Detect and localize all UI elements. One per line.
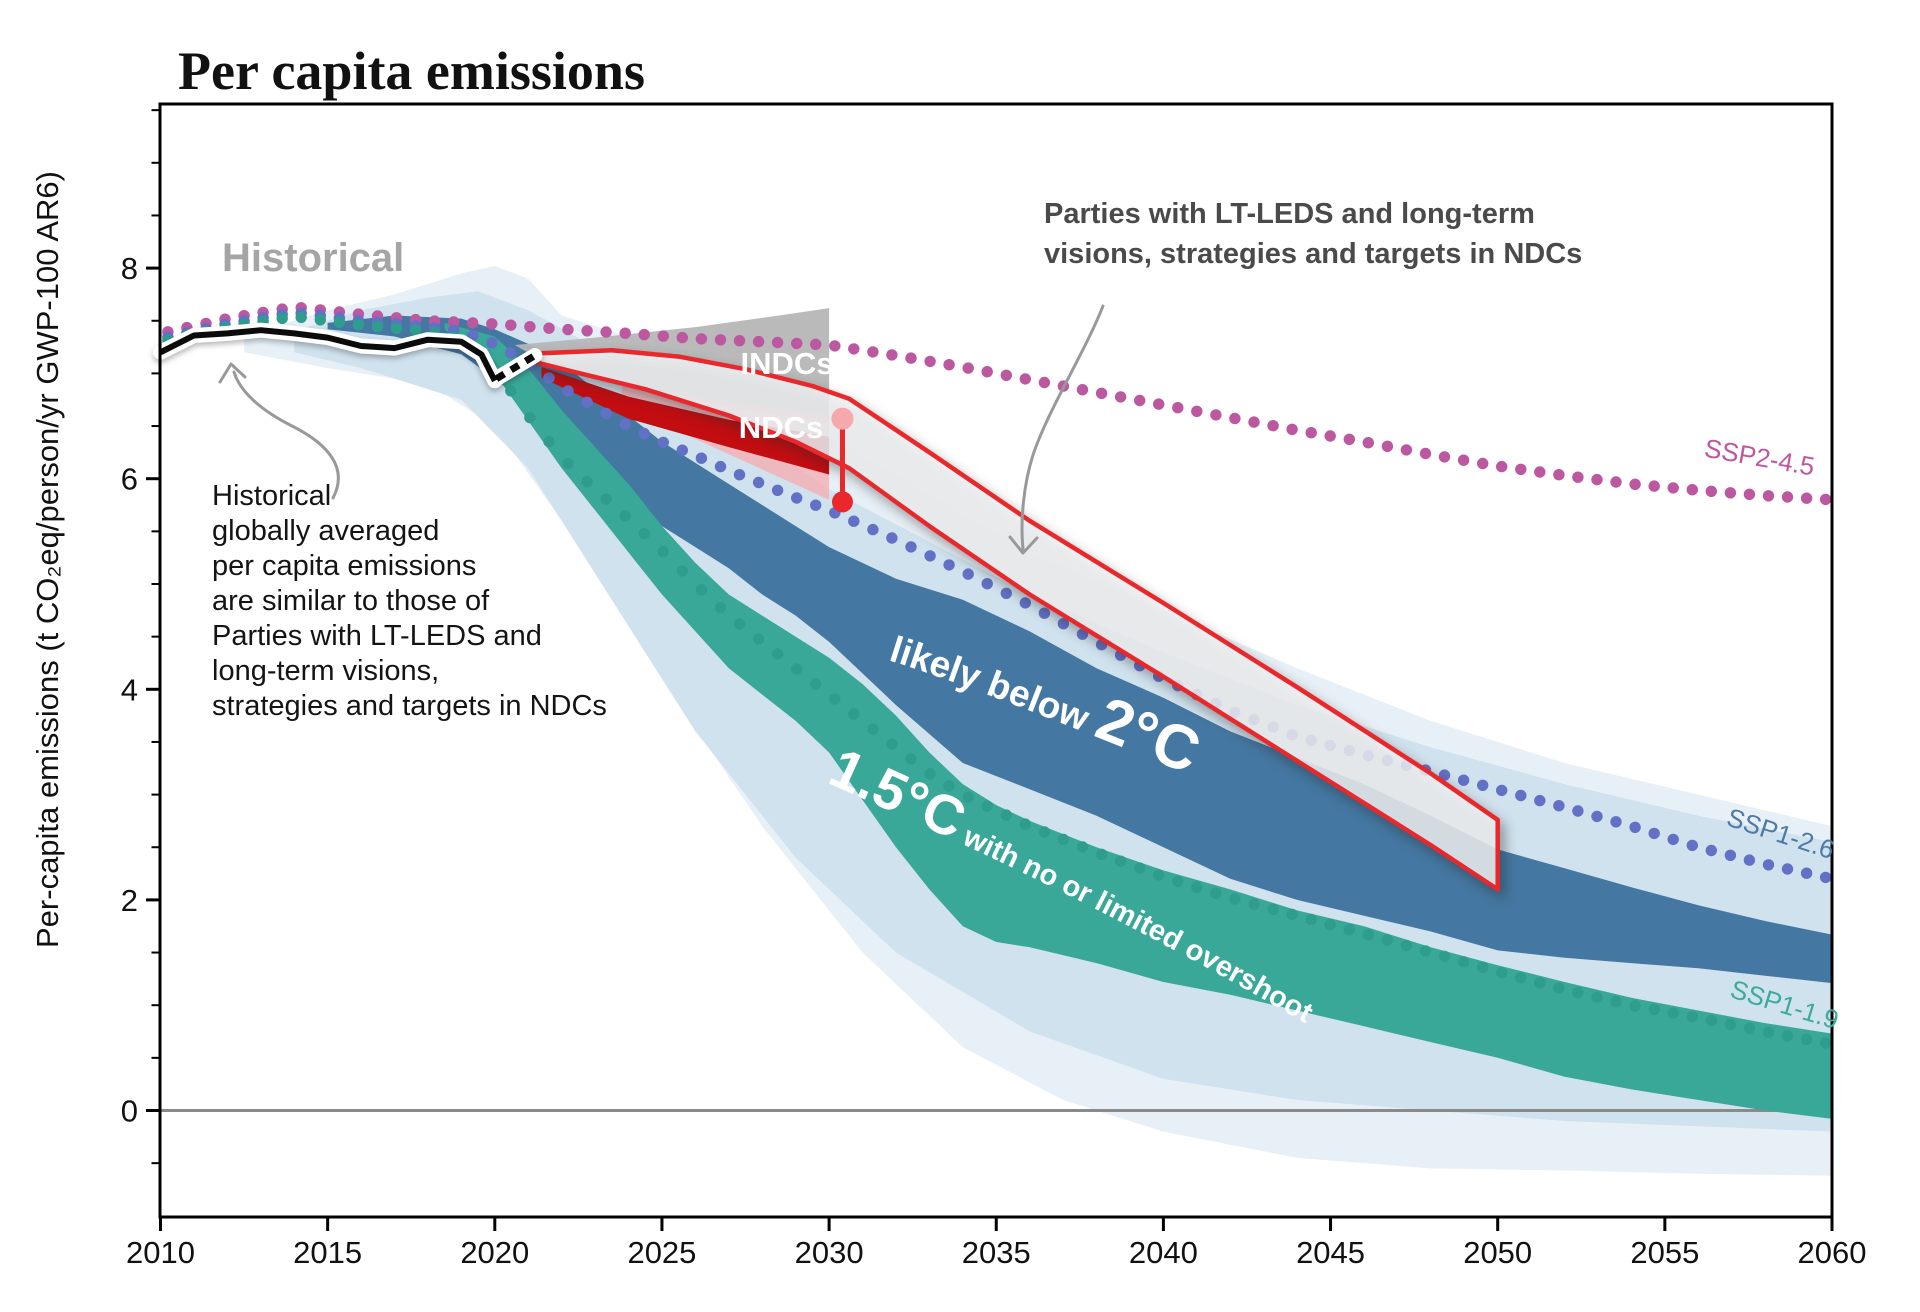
annotation-line: are similar to those of xyxy=(212,585,490,617)
x-tick-label: 2010 xyxy=(126,1235,195,1270)
historical-series-label: Historical xyxy=(222,236,405,280)
y-tick-label: 6 xyxy=(121,462,138,497)
ndc-marker-high-dot xyxy=(831,407,854,430)
x-tick-label: 2060 xyxy=(1798,1235,1867,1270)
y-tick-label: 0 xyxy=(121,1094,138,1129)
ssp2-45-label: SSP2-4.5 xyxy=(1702,433,1817,482)
ndcs-label: NDCs xyxy=(739,410,823,445)
axis-frame: 2010 2015 2020 2025 2030 2035 2040 2045 2050 2055… xyxy=(121,102,1867,1270)
annotation-line: long-term visions, xyxy=(212,655,440,687)
lt-leds-annotation: Parties with LT-LEDS and long-term visio… xyxy=(1044,194,1582,274)
historical-line xyxy=(159,327,498,383)
annotation-line: globally averaged xyxy=(212,515,440,547)
historical-line-group xyxy=(153,322,543,389)
historical-projected-hatch xyxy=(494,352,537,382)
x-tick-label: 2020 xyxy=(460,1235,529,1270)
y-tick-label: 2 xyxy=(121,883,138,918)
x-tick-label: 2015 xyxy=(293,1235,362,1270)
chart-title: Per capita emissions xyxy=(178,41,645,101)
band-15c xyxy=(444,322,1833,1119)
x-tick-label: 2040 xyxy=(1129,1235,1198,1270)
annotation-line: Parties with LT-LEDS and xyxy=(212,620,542,652)
arrow-historical-head xyxy=(218,362,247,384)
lt-leds-band-group xyxy=(536,347,1500,892)
band-likely-below-2c xyxy=(327,315,1833,984)
x-tick-label: 2035 xyxy=(962,1235,1031,1270)
x-tick-label: 2055 xyxy=(1630,1235,1699,1270)
x-tick-label: 2045 xyxy=(1296,1235,1365,1270)
annotation-line: Parties with LT-LEDS and long-term xyxy=(1044,198,1535,230)
arrow-ltleds-head xyxy=(1008,535,1039,555)
x-tick-label: 2030 xyxy=(795,1235,864,1270)
annotation-arrows xyxy=(218,304,1105,555)
y-axis-label: Per-capita emissions (t CO₂eq/person/yr … xyxy=(30,171,65,948)
y-tick-label: 4 xyxy=(121,672,138,707)
lt-leds-band xyxy=(536,347,1500,892)
y-tick-label: 8 xyxy=(121,251,138,286)
annotation-line: visions, strategies and targets in NDCs xyxy=(1044,238,1583,270)
ndcs-central-wedge xyxy=(541,367,830,475)
indcs-label: INDCs xyxy=(740,346,833,381)
annotation-line: strategies and targets in NDCs xyxy=(212,690,607,722)
x-tick-label: 2025 xyxy=(627,1235,696,1270)
historical-annotation: Historical globally averaged per capita … xyxy=(212,479,607,724)
arrow-historical xyxy=(232,370,340,500)
annotation-line: per capita emissions xyxy=(212,550,477,582)
annotation-line: Historical xyxy=(212,480,332,512)
scenario-bands xyxy=(327,315,1833,1119)
x-tick-label: 2050 xyxy=(1463,1235,1532,1270)
ndc-marker-low-dot xyxy=(831,491,853,513)
ndc-marker-group xyxy=(831,407,854,513)
arrow-ltleds xyxy=(1020,304,1105,551)
